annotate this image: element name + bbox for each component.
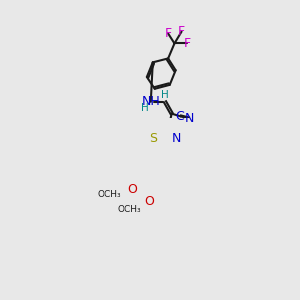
Text: O: O: [127, 183, 137, 196]
Text: S: S: [149, 132, 157, 145]
Text: F: F: [165, 27, 172, 40]
Text: C: C: [176, 110, 184, 123]
Text: O: O: [144, 195, 154, 208]
Text: N: N: [185, 112, 194, 125]
Text: OCH₃: OCH₃: [118, 205, 141, 214]
Text: F: F: [178, 25, 185, 38]
Text: OCH₃: OCH₃: [98, 190, 121, 199]
Text: H: H: [141, 103, 149, 113]
Text: NH: NH: [141, 95, 160, 108]
Text: F: F: [184, 37, 191, 50]
Text: H: H: [161, 90, 169, 100]
Text: N: N: [172, 132, 181, 146]
